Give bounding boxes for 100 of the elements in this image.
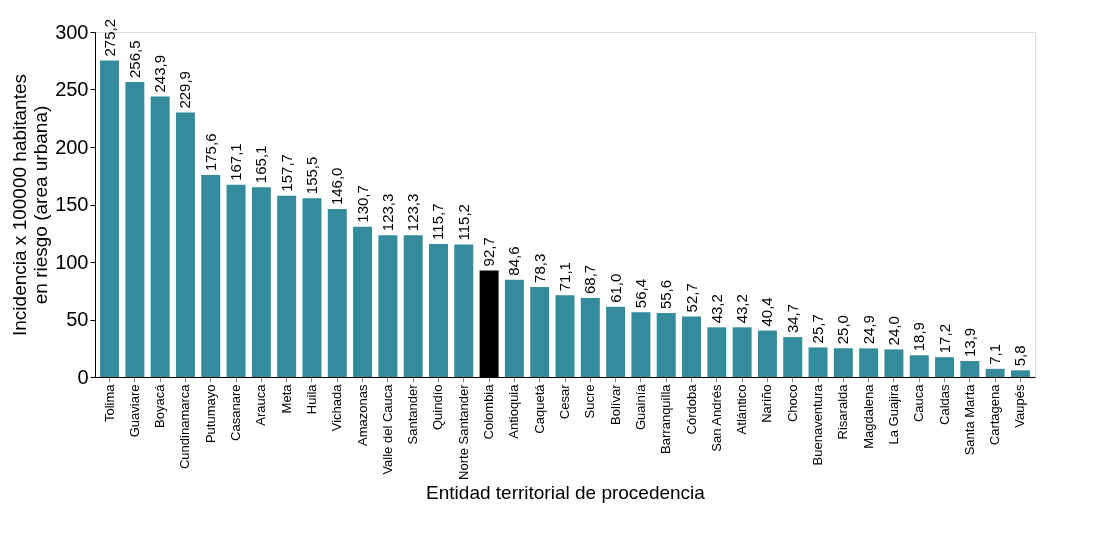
bar xyxy=(631,312,651,377)
x-tick-label: Cundinamarca xyxy=(177,383,193,470)
bar xyxy=(175,112,195,377)
data-label: 25,0 xyxy=(834,315,852,345)
x-tick-label: Putumayo xyxy=(202,384,218,444)
x-tick-label: Santa Marta xyxy=(961,383,977,456)
data-label: 55,6 xyxy=(657,279,675,310)
x-tick-label: Córdoba xyxy=(683,383,699,435)
bar xyxy=(909,355,929,377)
bar xyxy=(960,361,980,377)
x-tick-label: Colombia xyxy=(481,383,497,440)
x-tick-label: Santander xyxy=(405,383,421,445)
bar xyxy=(125,82,145,377)
x-tick-label: Vaupés xyxy=(1012,384,1028,428)
data-label: 61,0 xyxy=(606,273,624,303)
data-label: 123,3 xyxy=(378,193,396,232)
bar xyxy=(656,313,676,377)
bar xyxy=(732,327,752,377)
x-tick-label: Cesar xyxy=(557,383,572,420)
x-tick-label: Meta xyxy=(278,383,294,414)
data-label: 115,7 xyxy=(429,203,447,240)
data-label: 71,1 xyxy=(556,262,573,292)
bar xyxy=(757,330,777,377)
y-tick-label: 200 xyxy=(55,135,89,158)
data-label: 123,3 xyxy=(404,193,422,232)
x-tick-label: Vichada xyxy=(329,383,345,432)
x-tick-label: Sucre xyxy=(582,384,598,419)
data-label: 84,6 xyxy=(505,246,523,276)
data-label: 43,2 xyxy=(733,294,751,324)
bar xyxy=(454,244,474,377)
data-label: 5,8 xyxy=(1011,345,1029,367)
bar xyxy=(985,368,1005,377)
x-tick-label: Cartagena xyxy=(987,383,1003,446)
x-tick-label: Buenaventura xyxy=(810,383,826,466)
bar xyxy=(935,357,955,377)
data-label: 256,5 xyxy=(125,40,143,79)
x-tick-label: Barranquilla xyxy=(658,383,674,454)
x-tick-label: Bolívar xyxy=(607,383,623,425)
bar xyxy=(504,279,524,377)
bar xyxy=(682,316,701,377)
data-label: 155,5 xyxy=(302,156,320,195)
x-tick-label: Valle del Cauca xyxy=(379,383,395,475)
y-tick-label: 50 xyxy=(66,308,89,330)
bar xyxy=(580,298,600,377)
x-tick-label: Nariño xyxy=(759,384,775,423)
x-tick-label: Boyacá xyxy=(152,383,168,428)
data-label: 167,1 xyxy=(227,143,245,181)
data-label: 92,7 xyxy=(480,237,498,267)
data-label: 78,3 xyxy=(530,253,548,283)
data-label: 165,1 xyxy=(252,145,270,184)
x-tick-label: Casanare xyxy=(228,384,244,441)
x-tick-label: Huila xyxy=(303,383,319,415)
data-label: 40,4 xyxy=(758,297,776,327)
y-tick-label: 100 xyxy=(55,250,89,273)
bar xyxy=(100,60,120,377)
x-tick-label: Guaviare xyxy=(126,384,142,438)
data-label: 146,0 xyxy=(328,167,346,206)
data-label: 115,2 xyxy=(454,204,472,241)
x-tick-label: Cauca xyxy=(911,383,927,423)
bar xyxy=(251,187,271,377)
y-tick-label: 250 xyxy=(55,78,89,100)
data-label: 56,4 xyxy=(631,278,649,309)
data-label: 18,9 xyxy=(910,322,928,352)
bar xyxy=(378,235,398,377)
bar xyxy=(429,243,448,377)
y-tick-label: 0 xyxy=(77,365,89,388)
data-label: 34,7 xyxy=(783,303,801,334)
x-tick-label: Antioquia xyxy=(506,383,522,439)
bar xyxy=(707,327,727,377)
data-label: 7,1 xyxy=(986,343,1004,365)
bar xyxy=(555,295,575,377)
data-label: 68,7 xyxy=(581,264,599,294)
x-tick-label: La Guajira xyxy=(885,383,901,445)
bar xyxy=(327,209,347,377)
data-label: 25,7 xyxy=(809,314,827,344)
x-tick-label: Quindío xyxy=(430,384,446,431)
x-tick-label: Risaralda xyxy=(835,383,851,440)
data-label: 243,9 xyxy=(151,54,169,93)
bar xyxy=(783,337,803,377)
data-label: 13,9 xyxy=(960,327,978,358)
x-tick-label: Magdalena xyxy=(860,383,876,449)
x-axis-title: Entidad territorial de procedencia xyxy=(426,481,706,503)
x-tick-label: Arauca xyxy=(253,383,269,426)
x-tick-label: San Andrés xyxy=(708,384,724,452)
x-tick-label: Choco xyxy=(784,384,800,423)
x-tick-label: Guainía xyxy=(632,383,648,431)
y-tick-label: 300 xyxy=(55,20,89,43)
bar xyxy=(403,235,423,377)
y-axis-title: Incidencia x 100000 habitantes en riesgo (area urbana) xyxy=(9,74,52,336)
bar xyxy=(302,198,322,377)
data-label: 275,2 xyxy=(100,18,118,57)
bar xyxy=(530,286,550,377)
data-label: 43,2 xyxy=(707,294,725,324)
x-tick-label: Atlántico xyxy=(734,384,750,435)
x-tick-label: Caquetá xyxy=(531,383,547,434)
data-label: 229,9 xyxy=(176,71,194,109)
data-label: 130,7 xyxy=(353,185,371,223)
bar xyxy=(226,184,246,377)
y-tick-label: 150 xyxy=(55,193,89,215)
x-tick-label: Caldas xyxy=(936,384,952,425)
